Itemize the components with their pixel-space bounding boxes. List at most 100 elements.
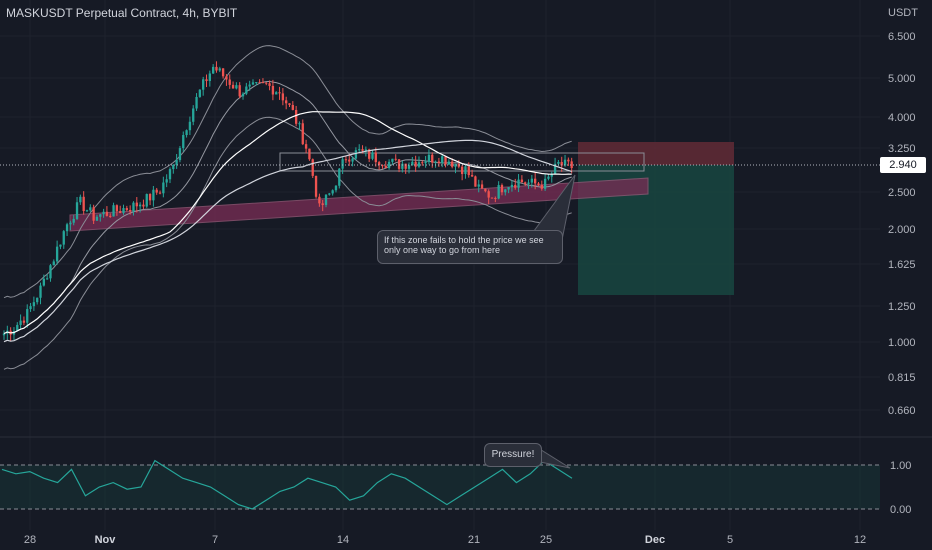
candle-body: [344, 159, 348, 161]
candle-body: [208, 73, 211, 81]
candle-body: [441, 156, 444, 164]
candle-body: [128, 209, 132, 212]
candle-body: [500, 185, 504, 193]
candle-body: [314, 175, 318, 197]
candle-body: [152, 189, 155, 201]
moving-averages: [3, 111, 572, 343]
candle-body: [62, 231, 65, 245]
candle-body: [547, 176, 550, 179]
candle-body: [480, 184, 484, 189]
candle-body: [524, 182, 527, 184]
candle-body: [504, 189, 507, 193]
candle-body: [2, 333, 6, 336]
time-tick-label: Dec: [645, 534, 665, 546]
candle-body: [514, 184, 517, 188]
candle-body: [451, 161, 454, 167]
candle-body: [158, 192, 162, 194]
candle-body: [510, 184, 514, 188]
candle-body: [407, 165, 411, 169]
candle-body: [172, 164, 175, 170]
price-tick-label: 5.000: [888, 73, 916, 85]
candle-body: [112, 205, 115, 217]
time-tick-label: Nov: [95, 534, 117, 546]
candle-body: [324, 194, 328, 205]
candle-body: [258, 82, 261, 84]
candle-body: [202, 79, 205, 90]
zone-note-callout[interactable]: If this zone fails to hold the price we …: [377, 230, 563, 264]
candle-body: [261, 82, 265, 84]
candle-body: [271, 85, 275, 95]
candle-body: [487, 191, 490, 198]
candle-body: [437, 161, 441, 164]
candle-body: [145, 194, 148, 207]
candle-body: [311, 159, 314, 176]
candle-body: [275, 92, 278, 95]
candle-body: [52, 261, 55, 266]
candle-body: [265, 82, 268, 84]
candle-body: [540, 184, 543, 189]
candle-body: [19, 320, 22, 325]
candle-body: [268, 83, 271, 86]
price-axis[interactable]: 6.500 5.000 4.000 3.250 2.500 2.000 1.625 1.250…: [888, 31, 916, 417]
candle-body: [447, 161, 451, 165]
candle-body: [457, 163, 460, 167]
candle-body: [338, 168, 341, 186]
ma-long: [3, 139, 572, 343]
trade-zones: [69, 142, 734, 295]
upper-band: [3, 45, 572, 299]
pressure-note-callout[interactable]: Pressure!: [484, 443, 542, 467]
candle-body: [95, 216, 99, 221]
candle-body: [69, 222, 72, 225]
candle-body: [507, 187, 510, 190]
candle-body: [387, 161, 391, 168]
time-axis[interactable]: 28 Nov 7 14 21 25 Dec 5 12: [24, 534, 866, 546]
candle-body: [424, 161, 427, 164]
candle-body: [92, 207, 95, 221]
stop-loss-zone: [578, 142, 734, 165]
candle-body: [460, 166, 464, 175]
candle-body: [557, 162, 560, 164]
price-tick-label: 0.815: [888, 372, 916, 384]
current-price-label: 2.940: [880, 157, 926, 173]
candle-body: [39, 285, 42, 298]
price-tick-label: 4.000: [888, 112, 916, 124]
candle-body: [364, 149, 368, 151]
candle-body: [477, 184, 480, 187]
candle-body: [484, 188, 487, 192]
candle-body: [304, 144, 308, 149]
candle-body: [72, 218, 75, 223]
candle-body: [135, 202, 138, 207]
candle-body: [520, 179, 524, 183]
candle-body: [427, 154, 431, 162]
candle-body: [85, 210, 89, 212]
candle-body: [178, 148, 182, 161]
candle-body: [221, 68, 225, 77]
candle-body: [49, 265, 52, 279]
price-tick-label: 1.250: [888, 301, 916, 313]
candle-body: [374, 152, 377, 163]
candle-body: [444, 156, 447, 165]
candle-body: [308, 148, 311, 160]
candle-body: [105, 211, 109, 216]
price-tick-label: 3.250: [888, 143, 916, 155]
candle-body: [368, 149, 371, 159]
candle-body: [155, 189, 158, 193]
candle-body: [168, 169, 172, 180]
candle-body: [537, 183, 540, 185]
candle-body: [16, 324, 19, 332]
indicator-tick-label: 1.00: [890, 460, 911, 472]
price-tick-label: 6.500: [888, 31, 916, 43]
candle-body: [211, 66, 215, 74]
ma-medium: [3, 111, 572, 335]
candle-body: [238, 85, 241, 97]
candle-body: [228, 79, 231, 85]
price-tick-label: 1.000: [888, 337, 916, 349]
candle-body: [188, 121, 192, 131]
time-tick-label: 21: [468, 534, 480, 546]
candle-body: [470, 175, 474, 177]
candle-body: [255, 82, 258, 84]
candle-body: [29, 306, 32, 310]
chart-title: MASKUSDT Perpetual Contract, 4h, BYBIT: [6, 6, 238, 20]
candle-body: [215, 66, 218, 71]
